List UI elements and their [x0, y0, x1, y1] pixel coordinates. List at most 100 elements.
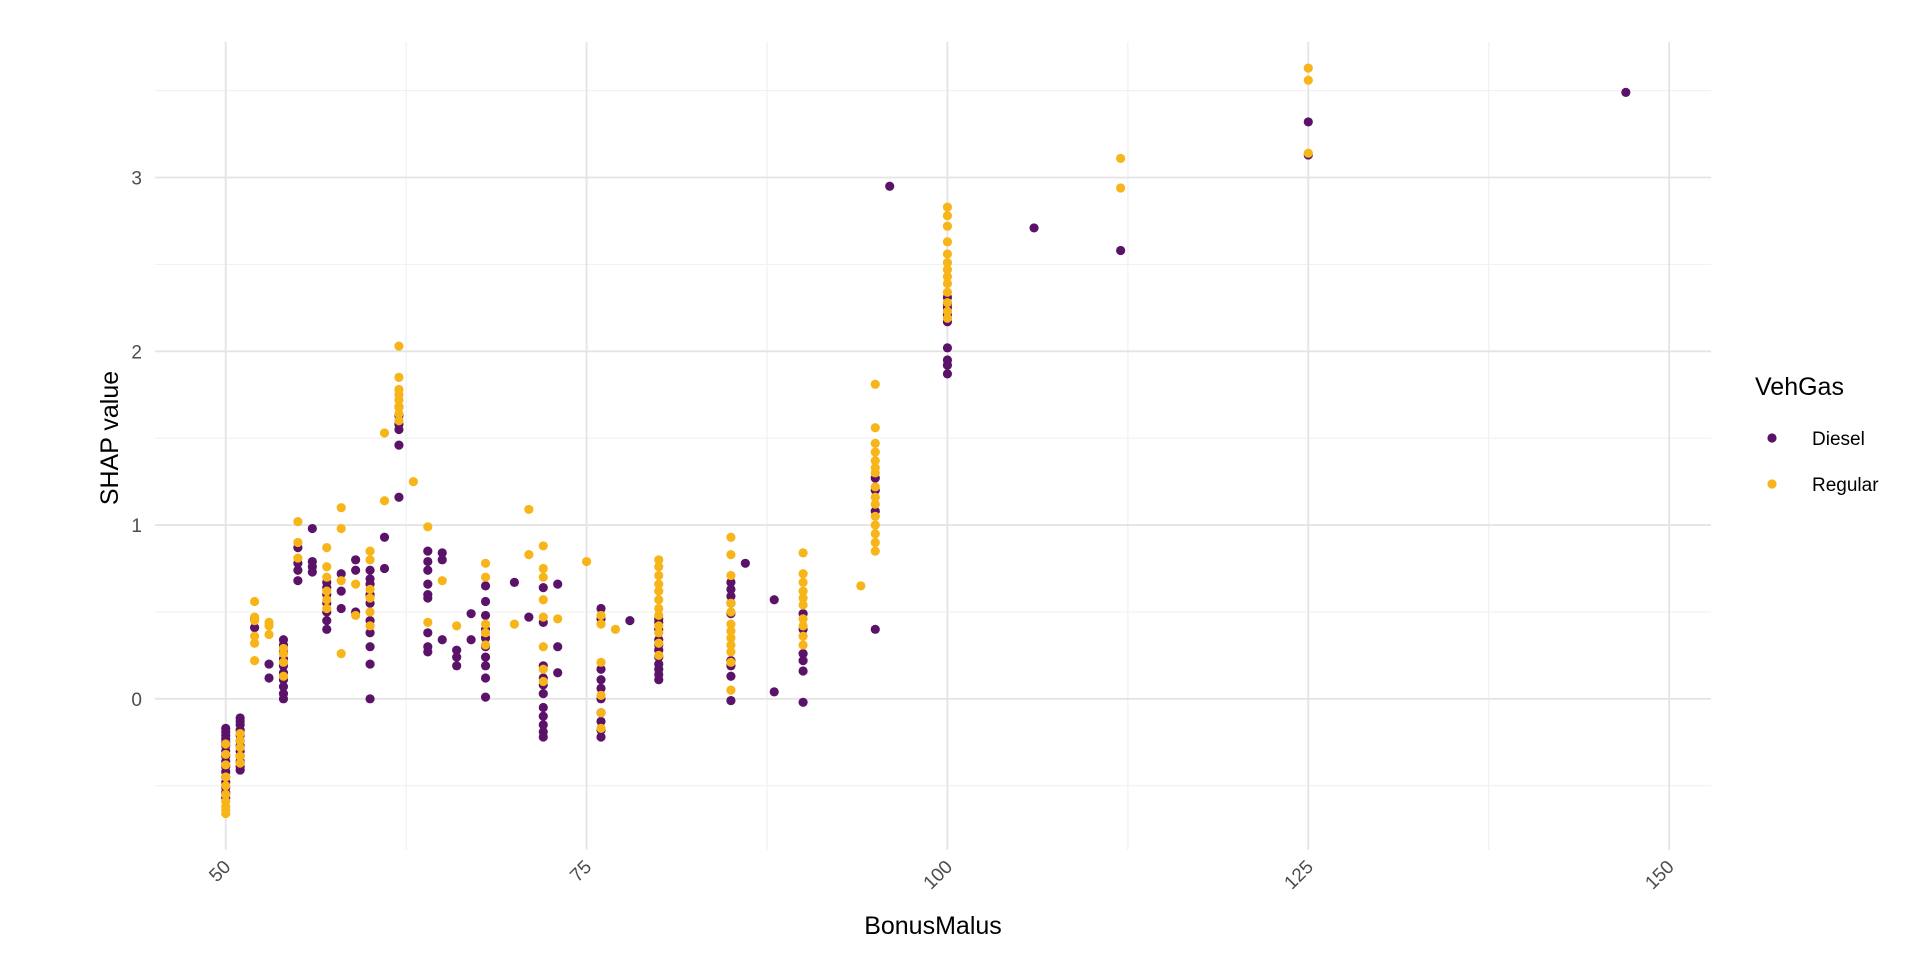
data-point-diesel: [553, 642, 563, 652]
data-point-diesel: [336, 569, 346, 579]
data-point-regular: [538, 572, 548, 582]
data-point-regular: [610, 624, 621, 634]
data-point-regular: [726, 619, 736, 629]
data-point-regular: [870, 529, 880, 539]
legend-key-regular: [1767, 479, 1777, 489]
data-point-regular: [870, 423, 880, 433]
data-point-regular: [408, 477, 418, 487]
data-point-regular: [394, 416, 404, 426]
y-tick-label: 2: [131, 342, 142, 363]
data-point-regular: [394, 372, 404, 382]
data-point-regular: [221, 789, 231, 799]
data-point-regular: [1116, 183, 1126, 193]
data-point-diesel: [654, 659, 664, 669]
data-point-diesel: [726, 695, 736, 706]
data-point-regular: [437, 576, 447, 586]
data-point-regular: [798, 640, 808, 650]
data-point-regular: [596, 657, 606, 667]
data-point-diesel: [452, 661, 462, 671]
data-point-regular: [870, 379, 880, 389]
y-tick-label: 0: [131, 690, 142, 711]
data-point-diesel: [596, 732, 606, 742]
data-point-regular: [596, 690, 606, 700]
data-point-diesel: [437, 548, 447, 558]
data-point-regular: [480, 640, 491, 650]
data-point-regular: [798, 586, 808, 596]
data-point-regular: [870, 537, 880, 548]
data-point-regular: [654, 562, 664, 572]
data-point-regular: [870, 520, 880, 530]
series-regular: [221, 63, 1313, 819]
data-point-diesel: [480, 692, 491, 702]
data-point-regular: [235, 758, 245, 768]
data-point-diesel: [379, 563, 390, 574]
data-point-diesel: [423, 579, 433, 589]
data-point-diesel: [538, 720, 548, 730]
data-point-diesel: [394, 440, 404, 450]
data-point-diesel: [437, 555, 447, 565]
data-point-diesel: [365, 574, 375, 584]
data-point-regular: [798, 600, 808, 610]
data-point-regular: [336, 649, 346, 659]
data-point-regular: [870, 456, 880, 466]
data-point-diesel: [365, 565, 375, 575]
data-point-diesel: [538, 727, 548, 737]
data-point-regular: [278, 657, 289, 667]
data-point-diesel: [278, 635, 289, 645]
data-point-regular: [249, 655, 260, 666]
data-point-diesel: [452, 645, 462, 655]
data-point-diesel: [423, 556, 433, 567]
legend-items: Diesel Regular: [1767, 429, 1879, 496]
data-point-regular: [596, 708, 606, 718]
data-point-regular: [538, 642, 548, 652]
data-point-diesel: [1303, 117, 1313, 127]
data-point-diesel: [596, 675, 606, 685]
data-point-diesel: [365, 628, 375, 638]
data-point-diesel: [466, 609, 476, 619]
x-tick-label: 75: [566, 857, 596, 887]
data-point-diesel: [942, 355, 953, 365]
data-point-regular: [538, 676, 548, 687]
grid-lines: [155, 42, 1711, 850]
data-point-regular: [322, 543, 332, 553]
data-point-diesel: [726, 584, 736, 594]
data-point-regular: [654, 650, 664, 660]
data-point-regular: [249, 638, 260, 648]
data-point-diesel: [480, 581, 491, 591]
data-points: [221, 63, 1631, 819]
data-point-diesel: [942, 343, 953, 353]
data-point-regular: [235, 751, 245, 761]
data-point-diesel: [293, 565, 303, 575]
data-point-regular: [654, 610, 664, 621]
data-point-regular: [654, 595, 664, 605]
data-point-regular: [221, 760, 231, 770]
data-point-regular: [654, 586, 664, 596]
data-point-regular: [798, 577, 808, 588]
data-point-diesel: [538, 689, 548, 699]
data-point-diesel: [365, 694, 375, 704]
data-point-diesel: [798, 666, 808, 676]
data-point-diesel: [394, 492, 404, 502]
data-point-regular: [365, 607, 375, 617]
data-point-regular: [942, 265, 953, 275]
data-point-diesel: [307, 556, 317, 567]
data-point-regular: [524, 504, 534, 515]
data-point-regular: [596, 619, 606, 629]
data-point-regular: [870, 438, 880, 448]
data-point-diesel: [885, 181, 895, 191]
data-point-regular: [726, 647, 736, 657]
data-point-regular: [654, 579, 664, 589]
data-point-regular: [798, 631, 808, 641]
data-point-regular: [538, 563, 548, 574]
data-point-regular: [726, 685, 736, 695]
data-point-diesel: [769, 687, 779, 697]
data-point-diesel: [596, 716, 606, 727]
data-point-regular: [365, 546, 375, 556]
data-point-regular: [423, 617, 433, 627]
data-point-regular: [221, 808, 231, 819]
data-point-regular: [726, 598, 736, 608]
data-point-regular: [379, 428, 390, 438]
data-point-regular: [322, 595, 332, 605]
data-point-regular: [870, 511, 880, 521]
